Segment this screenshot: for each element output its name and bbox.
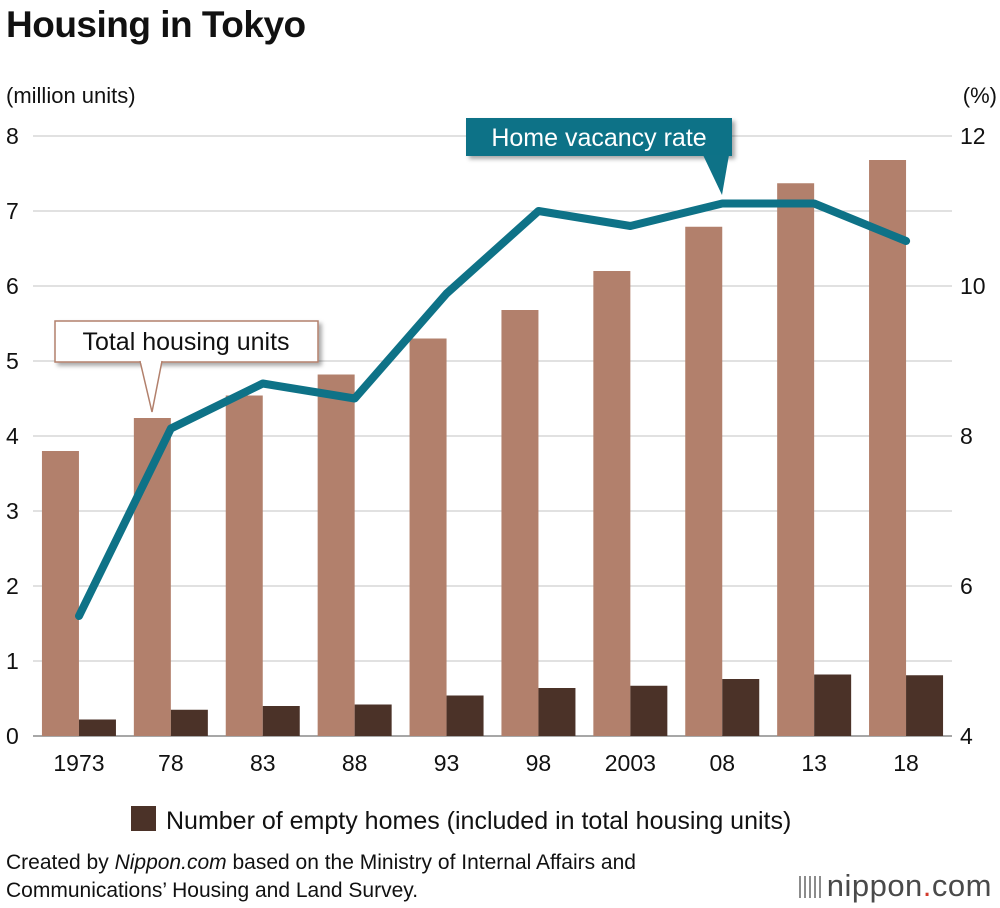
empty-homes-bar: [722, 679, 760, 736]
empty-homes-bar: [262, 706, 300, 736]
left-axis-tick-label: 4: [6, 423, 19, 449]
legend: Number of empty homes (included in total…: [131, 806, 791, 835]
vacancy-rate-polyline: [75, 199, 911, 620]
logo-dot: .: [922, 868, 932, 903]
empty-homes-bar: [354, 704, 392, 736]
left-axis-tick-label: 5: [6, 348, 19, 374]
logo-tld: com: [931, 868, 992, 903]
logo-mark-icon: [798, 876, 821, 898]
left-axis-tick-label: 7: [6, 198, 19, 224]
left-axis-ticks: 0 1 2 3 4 5 6 7 8: [6, 123, 19, 749]
empty-homes-bar: [170, 709, 208, 736]
right-axis-tick-label: 4: [960, 723, 973, 749]
total-units-bar: [225, 395, 263, 736]
left-axis-tick-label: 8: [6, 123, 19, 149]
left-axis-tick-label: 3: [6, 498, 19, 524]
empty-homes-bar: [446, 695, 484, 736]
x-axis-tick-label: 98: [526, 750, 552, 776]
x-axis-tick-label: 78: [158, 750, 184, 776]
x-axis-tick-label: 2003: [605, 750, 656, 776]
total-units-bar: [869, 160, 907, 736]
chart-title: Housing in Tokyo: [6, 4, 306, 45]
total-units-callout-label: Total housing units: [82, 328, 289, 356]
empty-homes-bar: [538, 688, 576, 736]
total-units-bar: [593, 271, 631, 736]
total-units-callout: Total housing units: [54, 320, 319, 413]
right-axis-tick-label: 6: [960, 573, 973, 599]
x-axis-tick-label: 88: [342, 750, 368, 776]
nippon-logo: nippon.com: [798, 868, 992, 904]
x-axis-tick-label: 08: [709, 750, 735, 776]
vacancy-rate-line: [75, 199, 911, 620]
total-units-bar: [41, 451, 79, 736]
source-suffix: based on the Ministry of Internal Affair…: [6, 851, 636, 902]
vacancy-rate-callout-label: Home vacancy rate: [491, 124, 706, 152]
total-units-bar: [317, 374, 355, 736]
bars: [41, 160, 944, 736]
total-units-bar: [685, 226, 723, 736]
left-axis-tick-label: 1: [6, 648, 19, 674]
left-axis-tick-label: 6: [6, 273, 19, 299]
source-note: Created by Nippon.com based on the Minis…: [6, 849, 796, 905]
source-prefix: Created by: [6, 851, 115, 874]
empty-homes-bar: [814, 674, 852, 736]
vacancy-rate-callout: Home vacancy rate: [466, 118, 732, 195]
x-axis-tick-label: 1973: [53, 750, 104, 776]
right-axis-tick-label: 10: [960, 273, 986, 299]
total-units-bar: [501, 310, 539, 736]
x-axis-tick-label: 18: [893, 750, 919, 776]
empty-homes-bar: [630, 685, 668, 736]
right-axis-tick-label: 8: [960, 423, 973, 449]
logo-text: nippon: [826, 868, 923, 903]
legend-swatch: [131, 806, 156, 831]
right-axis-label: (%): [963, 83, 997, 108]
empty-homes-bar: [78, 719, 116, 736]
x-axis-tick-label: 93: [434, 750, 460, 776]
left-axis-label: (million units): [6, 83, 136, 108]
x-axis-tick-label: 13: [801, 750, 827, 776]
x-axis-ticks: 1973 78 83 88 93 98 2003 08 13 18: [53, 750, 918, 776]
left-axis-tick-label: 2: [6, 573, 19, 599]
right-axis-ticks: 4 6 8 10 12: [960, 123, 986, 749]
left-axis-tick-label: 0: [6, 723, 19, 749]
total-units-bar: [777, 183, 815, 736]
empty-homes-bar: [906, 675, 944, 736]
total-units-bar: [409, 338, 447, 736]
x-axis-tick-label: 83: [250, 750, 276, 776]
legend-label: Number of empty homes (included in total…: [166, 807, 791, 835]
right-axis-tick-label: 12: [960, 123, 986, 149]
source-site: Nippon.com: [114, 851, 227, 874]
